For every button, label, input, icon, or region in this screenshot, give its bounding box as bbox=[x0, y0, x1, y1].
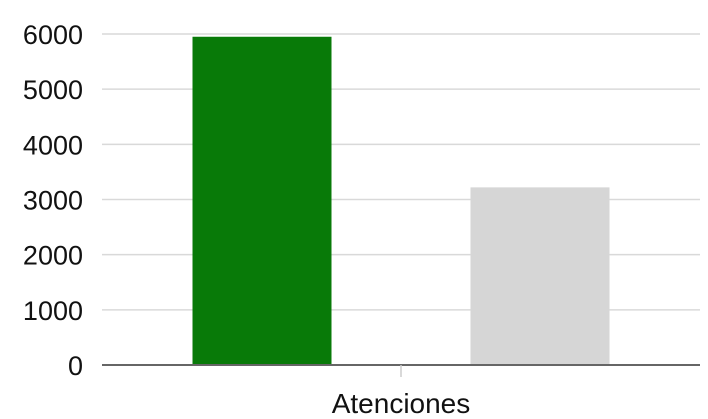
bars bbox=[192, 36, 610, 366]
y-tick-label-5: 5000 bbox=[23, 75, 83, 105]
axes bbox=[102, 364, 700, 377]
y-tick-label-4: 4000 bbox=[23, 130, 83, 160]
y-tick-label-6: 6000 bbox=[23, 20, 83, 50]
x-tick-label-0: Atenciones bbox=[332, 388, 471, 419]
bar-series-1 bbox=[192, 36, 332, 366]
y-tick-label-2: 2000 bbox=[23, 241, 83, 271]
y-tick-label-3: 3000 bbox=[23, 186, 83, 216]
y-tick-label-1: 1000 bbox=[23, 296, 83, 326]
grid-lines bbox=[102, 33, 700, 311]
y-tick-label-0: 0 bbox=[68, 351, 83, 381]
tick-labels: 0 1000 2000 3000 4000 5000 6000 Atenciones bbox=[23, 20, 470, 419]
bar-series-2 bbox=[470, 187, 610, 365]
